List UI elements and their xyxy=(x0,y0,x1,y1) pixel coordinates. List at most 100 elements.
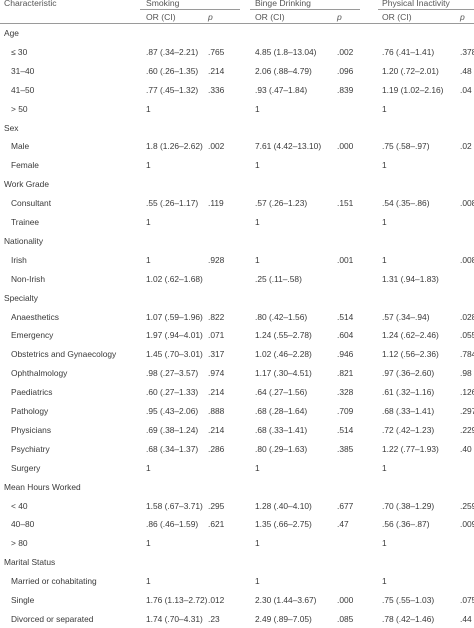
row-label: Emergency xyxy=(11,330,54,341)
binge-p-header: p xyxy=(337,12,342,22)
inactivity-or-cell: 1.24 (.62–2.46) xyxy=(382,330,439,341)
smoking-or-cell: 1 xyxy=(146,462,151,473)
table-row: Paediatrics .60 (.27–1.33) .214 .64 (.27–1.… xyxy=(0,382,474,401)
row-label: Trainee xyxy=(11,217,40,227)
table-row: Divorced or separated 1.74 (.70–4.31) .23 2… xyxy=(0,609,474,628)
smoking-or-cell: .68 (.34–1.37) xyxy=(146,443,199,454)
inactivity-or-cell: 1 xyxy=(382,103,387,114)
smoking-or-header: OR (CI) xyxy=(146,12,176,22)
binge-p-cell: .514 xyxy=(337,311,354,322)
inactivity-or-cell: 1.31 (.94–1.83) xyxy=(382,273,439,284)
table-row: < 40 1.58 (.67–3.71) .295 1.28 (.40–4.10) .6… xyxy=(0,496,474,515)
inactivity-or-cell: 1.19 (1.02–2.16) xyxy=(382,84,444,95)
table-row: ≤ 30 .87 (.34–2.21) .765 4.85 (1.8–13.04) .0… xyxy=(0,42,474,61)
inactivity-p-cell: .297 xyxy=(460,406,474,416)
inactivity-or-cell: 1 xyxy=(382,538,387,549)
row-label: > 80 xyxy=(11,538,28,549)
row-label: Irish xyxy=(11,254,27,265)
inactivity-or-cell: 1 xyxy=(382,462,387,473)
table-row: Pathology .95 (.43–2.06) .888 .68 (.28–1.64… xyxy=(0,401,474,420)
section-label: Specialty xyxy=(4,292,38,303)
inactivity-or-cell: .97 (.36–2.60) xyxy=(382,368,435,379)
binge-or-cell: .68 (.33–1.41) xyxy=(255,424,308,435)
binge-or-cell: .80 (.29–1.63) xyxy=(255,443,308,454)
inactivity-p-header: p xyxy=(460,12,465,22)
row-label: Divorced or separated xyxy=(11,613,94,624)
smoking-or-cell: .86 (.46–1.59) xyxy=(146,519,199,530)
binge-or-cell: 1 xyxy=(255,462,260,473)
binge-or-cell: 1.17 (.30–4.51) xyxy=(255,368,312,379)
binge-p-cell: .002 xyxy=(337,46,354,57)
section-label: Mean Hours Worked xyxy=(4,481,81,492)
binge-p-cell: .604 xyxy=(337,330,354,341)
inactivity-or-cell: .61 (.32–1.16) xyxy=(382,387,435,398)
row-label: Obstetrics and Gynaecology xyxy=(11,349,117,360)
table-row: Obstetrics and Gynaecology 1.45 (.70–3.01… xyxy=(0,344,474,363)
inactivity-p-cell: .40 xyxy=(460,443,472,454)
smoking-p-cell: .974 xyxy=(208,368,225,379)
section-header-row: Age xyxy=(0,23,474,42)
table-row: Psychiatry .68 (.34–1.37) .286 .80 (.29–1.6… xyxy=(0,439,474,458)
row-label: ≤ 30 xyxy=(11,46,28,57)
binge-or-cell: 4.85 (1.8–13.04) xyxy=(255,46,317,57)
smoking-p-cell: .317 xyxy=(208,349,225,360)
row-label: Female xyxy=(11,160,39,171)
row-label: > 50 xyxy=(11,103,28,114)
binge-drinking-header: Binge Drinking xyxy=(255,0,311,8)
inactivity-p-cell: .378 xyxy=(460,46,474,57)
binge-p-cell: .677 xyxy=(337,500,354,511)
smoking-p-cell: .822 xyxy=(208,311,225,322)
group-underline-smoking xyxy=(140,9,240,10)
binge-p-cell: .514 xyxy=(337,424,354,435)
smoking-or-cell: .98 (.27–3.57) xyxy=(146,368,199,379)
binge-or-cell: 1 xyxy=(255,160,260,171)
binge-p-cell: .839 xyxy=(337,84,354,95)
binge-p-cell: .096 xyxy=(337,65,354,76)
smoking-or-cell: .60 (.27–1.33) xyxy=(146,387,199,398)
binge-p-cell: .821 xyxy=(337,368,354,379)
smoking-or-cell: 1 xyxy=(146,254,151,265)
row-label: Ophthalmology xyxy=(11,368,68,379)
inactivity-p-cell: .259 xyxy=(460,500,474,511)
section-header-row: Mean Hours Worked xyxy=(0,477,474,496)
inactivity-p-cell: .008 xyxy=(460,198,474,209)
inactivity-p-cell: .02 xyxy=(460,141,472,152)
binge-or-cell: 1.28 (.40–4.10) xyxy=(255,500,312,511)
characteristic-header: Characteristic xyxy=(4,0,57,8)
smoking-header: Smoking xyxy=(146,0,180,8)
smoking-or-cell: 1.02 (.62–1.68) xyxy=(146,273,203,284)
row-label: 40–80 xyxy=(11,519,35,530)
row-label: Single xyxy=(11,595,35,605)
inactivity-p-cell: .48 xyxy=(460,65,472,76)
row-label: 31–40 xyxy=(11,65,35,76)
smoking-or-cell: 1 xyxy=(146,576,151,587)
smoking-p-cell: .012 xyxy=(208,595,225,605)
smoking-or-cell: 1.74 (.70–4.31) xyxy=(146,613,203,624)
inactivity-or-cell: .72 (.42–1.23) xyxy=(382,424,435,435)
table-row: 41–50 .77 (.45–1.32) .336 .93 (.47–1.84) .83… xyxy=(0,80,474,99)
inactivity-or-cell: .57 (.34–.94) xyxy=(382,311,430,322)
smoking-or-cell: 1 xyxy=(146,217,151,227)
smoking-or-cell: .87 (.34–2.21) xyxy=(146,46,199,57)
smoking-or-cell: .77 (.45–1.32) xyxy=(146,84,199,95)
inactivity-or-cell: 1 xyxy=(382,576,387,587)
smoking-or-cell: 1.45 (.70–3.01) xyxy=(146,349,203,360)
row-label: 41–50 xyxy=(11,84,35,95)
binge-or-cell: .57 (.26–1.23) xyxy=(255,198,308,209)
smoking-or-cell: .60 (.26–1.35) xyxy=(146,65,199,76)
row-label: Surgery xyxy=(11,462,41,473)
binge-or-cell: 1 xyxy=(255,254,260,265)
table-row: > 80 1 1 1 xyxy=(0,533,474,552)
row-label: Paediatrics xyxy=(11,387,53,398)
inactivity-p-cell: .229 xyxy=(460,424,474,435)
inactivity-p-cell: .028 xyxy=(460,311,474,322)
smoking-or-cell: 1.97 (.94–4.01) xyxy=(146,330,203,341)
smoking-p-cell: .23 xyxy=(208,613,220,624)
smoking-or-cell: 1.76 (1.13–2.72) xyxy=(146,595,208,605)
smoking-or-cell: 1 xyxy=(146,538,151,549)
inactivity-or-cell: .54 (.35–.86) xyxy=(382,198,430,209)
inactivity-or-header: OR (CI) xyxy=(382,12,412,22)
smoking-p-cell: .214 xyxy=(208,65,225,76)
binge-p-cell: .47 xyxy=(337,519,349,530)
binge-or-cell: 1 xyxy=(255,538,260,549)
